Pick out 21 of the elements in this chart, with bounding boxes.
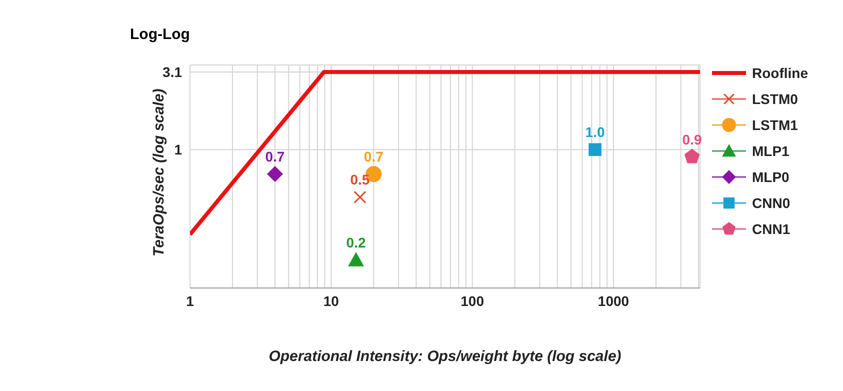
data-label: 0.5 bbox=[350, 172, 370, 188]
data-label: 0.9 bbox=[682, 131, 702, 148]
x-tick-label: 1000 bbox=[598, 292, 630, 309]
data-label: 0.7 bbox=[265, 148, 285, 165]
data-label: 1.0 bbox=[585, 124, 605, 140]
x-tick-label: 1 bbox=[186, 292, 194, 309]
y-tick-label: 3.1 bbox=[162, 64, 182, 80]
x-tick-label: 100 bbox=[460, 292, 484, 309]
x-axis-title: Operational Intensity: Ops/weight byte (log scale) bbox=[268, 348, 622, 365]
chart-title: Log-Log bbox=[130, 26, 190, 43]
x-tick-label: 10 bbox=[323, 292, 340, 309]
legend-label: CNN0 bbox=[752, 195, 790, 211]
data-label: 0.2 bbox=[346, 234, 366, 250]
legend-label: LSTM1 bbox=[752, 117, 798, 133]
data-label: 0.7 bbox=[364, 148, 384, 165]
y-axis-title: TeraOps/sec (log scale) bbox=[150, 88, 168, 256]
legend-label: MLP0 bbox=[752, 169, 790, 185]
legend-label: MLP1 bbox=[752, 143, 790, 159]
legend-label: Roofline bbox=[752, 65, 808, 81]
legend-label: CNN1 bbox=[752, 221, 790, 237]
legend-label: LSTM0 bbox=[752, 91, 798, 107]
